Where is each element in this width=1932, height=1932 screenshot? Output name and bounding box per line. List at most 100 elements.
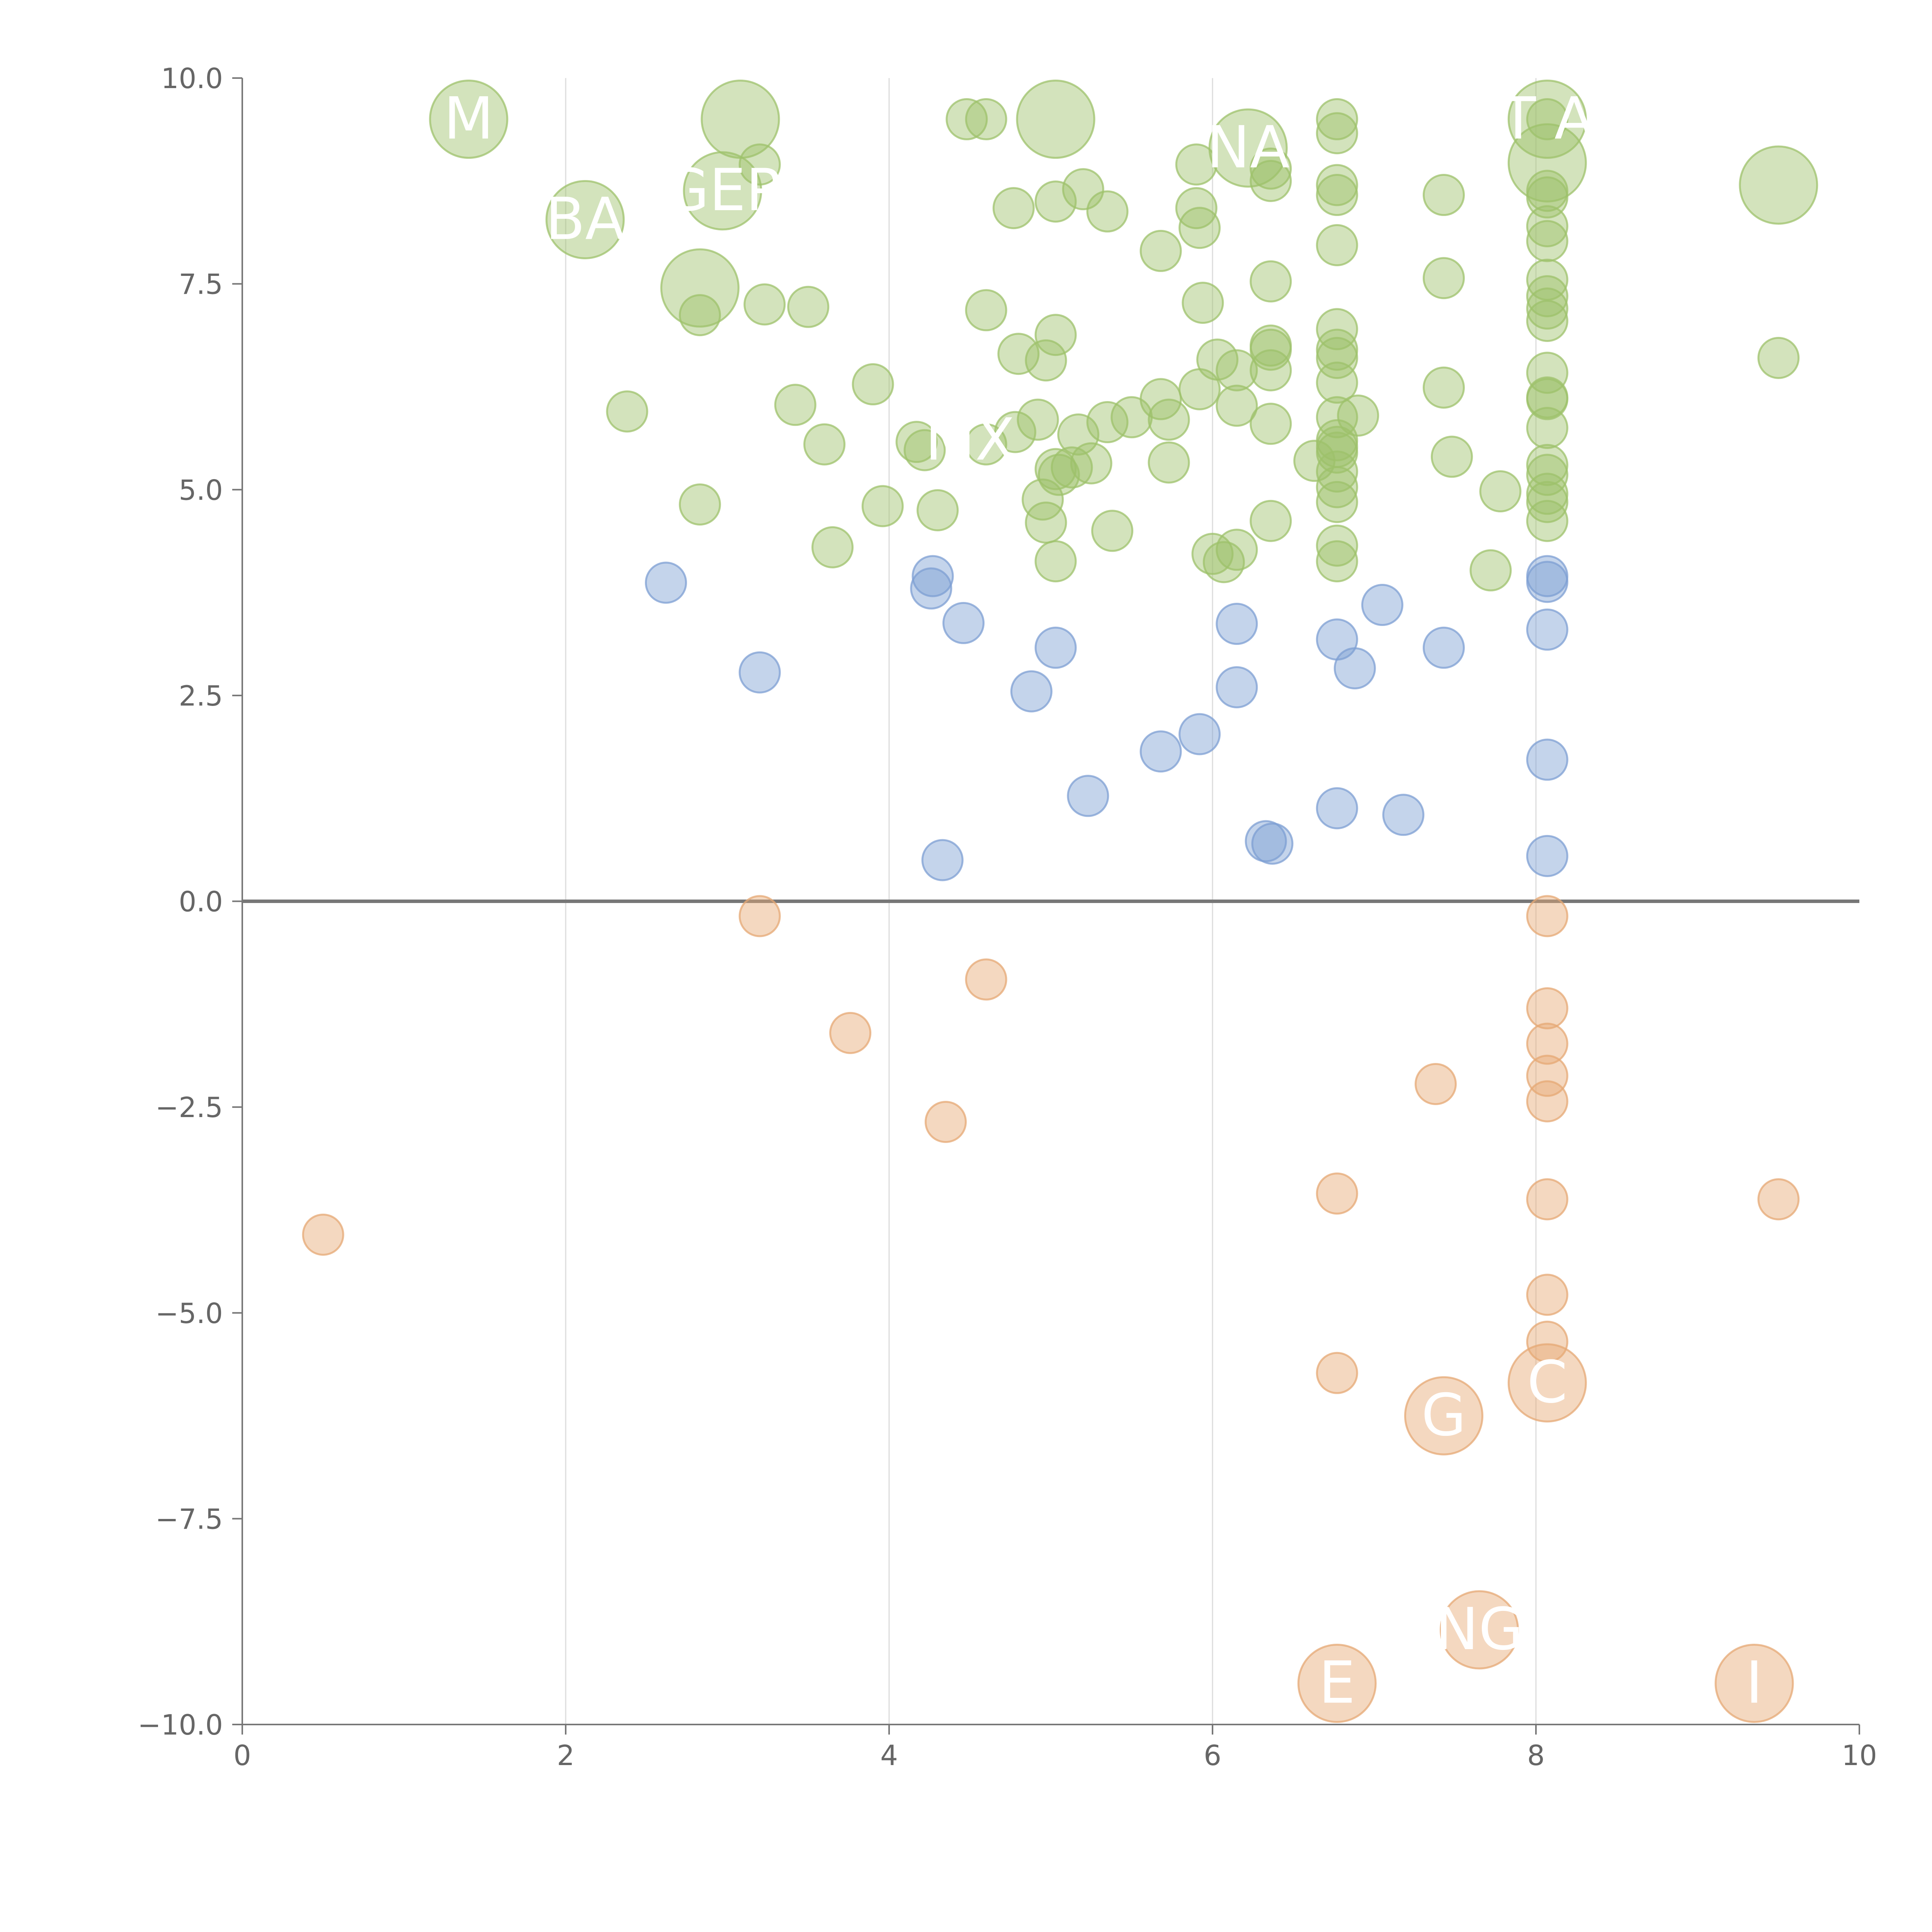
- bubble: [1526, 987, 1568, 1029]
- bubble: [1250, 349, 1292, 391]
- bubble: [803, 423, 846, 466]
- x-tick-label: 2: [557, 1739, 575, 1772]
- bubble: [738, 651, 781, 694]
- bubble: [645, 561, 687, 604]
- bubble: [1250, 403, 1292, 445]
- bubble: [965, 958, 1007, 1001]
- bubble: [861, 485, 904, 527]
- bubble: [1316, 112, 1358, 155]
- bubble: [1316, 396, 1358, 439]
- bubble: [1404, 1376, 1483, 1456]
- bubble: [912, 555, 954, 597]
- bubble: [1034, 314, 1077, 356]
- bubble: [679, 483, 721, 526]
- x-tick-label: 6: [1204, 1739, 1221, 1772]
- bubble: [1507, 1343, 1587, 1423]
- point-label: NA: [1207, 114, 1290, 181]
- x-tick-label: 0: [233, 1739, 251, 1772]
- bubble: [1507, 80, 1587, 159]
- y-tick-label: 10.0: [161, 62, 223, 95]
- bubble: [1440, 1590, 1519, 1670]
- bubble: [1025, 501, 1067, 544]
- bubble: [1316, 787, 1358, 830]
- bubble: [1526, 220, 1568, 262]
- bubble: [1148, 398, 1190, 441]
- point-label: E: [1319, 1649, 1355, 1716]
- bubble: [1316, 481, 1358, 523]
- bubble: [1526, 561, 1568, 603]
- bubble: [1316, 1352, 1358, 1394]
- x-tick-label: 8: [1527, 1739, 1545, 1772]
- x-tick-label: 10: [1842, 1739, 1877, 1772]
- bubble: [1526, 98, 1568, 141]
- bubble: [743, 283, 786, 326]
- bubble: [1422, 366, 1465, 409]
- bubble: [738, 143, 781, 186]
- bubble: [1526, 835, 1568, 877]
- bubble: [1739, 145, 1818, 225]
- bubble: [1526, 275, 1568, 318]
- bubble: [1179, 207, 1221, 249]
- bubble: [1422, 257, 1465, 299]
- y-tick-label: 2.5: [179, 680, 223, 712]
- bubble: [302, 1213, 344, 1256]
- bubble: [942, 602, 985, 644]
- bubble: [994, 411, 1036, 453]
- y-tick-label: 5.0: [179, 474, 223, 506]
- bubble: [903, 429, 946, 471]
- bubble: [1139, 230, 1182, 272]
- bubble: [1415, 1063, 1457, 1105]
- bubble: [924, 1100, 967, 1143]
- bubble: [1526, 481, 1568, 523]
- bubble: [1016, 80, 1095, 159]
- bubble: [1139, 730, 1182, 773]
- point-label: I: [1746, 1649, 1763, 1716]
- bubble: [1526, 608, 1568, 651]
- bubble: [965, 289, 1007, 332]
- bubble: [1025, 339, 1067, 382]
- bubble: [1526, 1022, 1568, 1065]
- bubble: [1316, 361, 1358, 404]
- axes: 0 2 4 6 8 10 10.0 7.5 5.0 2.5 0.0 −2.5 −5.0 −7.5 −10.0: [138, 62, 1877, 1772]
- bubble: [1526, 352, 1568, 394]
- bubble: [1182, 282, 1224, 324]
- point-label: NG: [1435, 1596, 1523, 1663]
- bubble: [1714, 1643, 1794, 1723]
- bubble: [1148, 441, 1190, 484]
- bubble: [1037, 454, 1080, 496]
- bubble: [1316, 524, 1358, 567]
- bubble: [1757, 337, 1800, 379]
- y-tick-label: −2.5: [155, 1091, 223, 1124]
- bubble: [852, 363, 894, 406]
- point-label: GEP: [664, 157, 781, 224]
- bubble: [1526, 1274, 1568, 1316]
- x-tick-label: 4: [880, 1739, 898, 1772]
- bubble: [1526, 1054, 1568, 1097]
- bubble: [738, 895, 781, 937]
- bubble: [1216, 384, 1258, 427]
- bubble: [679, 294, 721, 337]
- bubble: [910, 567, 952, 610]
- bubble: [811, 526, 854, 568]
- bubble: [1526, 895, 1568, 937]
- bubble: [1526, 259, 1568, 301]
- bubble: [1216, 603, 1258, 645]
- bubble: [1034, 540, 1077, 583]
- bubble: [992, 187, 1035, 230]
- bubble: [1422, 174, 1465, 216]
- bubble: [1216, 349, 1258, 391]
- bubble: [1250, 500, 1292, 542]
- bubble: [1216, 529, 1258, 571]
- bubble: [1062, 168, 1104, 211]
- bubble: [1051, 446, 1093, 489]
- bubble: [1175, 143, 1218, 186]
- bubble: [1526, 406, 1568, 449]
- bubble: [1316, 174, 1358, 216]
- bubble: [1022, 478, 1064, 521]
- bubble: [1526, 205, 1568, 247]
- bubble: [1526, 287, 1568, 330]
- bubble: [1250, 160, 1292, 202]
- bubble: [1091, 510, 1134, 552]
- y-tick-label: 0.0: [179, 886, 223, 918]
